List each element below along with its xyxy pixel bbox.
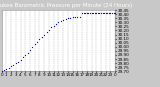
Point [45,31,48,33]
Point [19,59,22,61]
Point [62,19,64,21]
Point [55,23,57,25]
Point [40,36,43,38]
Point [48,29,50,30]
Point [89,13,91,14]
Point [31,46,34,48]
Point [106,13,109,14]
Point [29,49,31,51]
Point [104,13,107,14]
Point [98,13,101,14]
Point [22,57,24,58]
Point [108,13,110,14]
Point [112,13,115,14]
Point [3,69,5,70]
Point [90,13,93,14]
Point [50,27,53,28]
Point [109,13,112,14]
Point [100,13,102,14]
Point [24,54,27,56]
Point [93,13,96,14]
Point [82,13,85,14]
Point [57,22,60,23]
Point [95,13,98,14]
Point [114,13,116,14]
Point [17,61,20,62]
Point [38,39,41,40]
Point [97,13,99,14]
Point [111,13,113,14]
Point [84,13,87,14]
Point [43,34,45,35]
Point [101,13,104,14]
Point [36,41,38,43]
Point [92,13,94,14]
Point [60,20,62,21]
Point [15,62,17,64]
Point [85,13,88,14]
Point [33,44,36,45]
Point [67,17,69,19]
Point [69,17,72,19]
Point [5,68,8,70]
Point [1,70,4,71]
Point [81,13,83,14]
Point [12,64,15,66]
Point [7,67,10,69]
Point [87,13,90,14]
Text: Milwaukee Barometric Pressure per Minute (24 Hours): Milwaukee Barometric Pressure per Minute… [0,3,132,8]
Point [76,17,79,18]
Point [79,17,82,18]
Point [71,17,74,18]
Point [26,52,29,53]
Point [10,66,12,67]
Point [52,25,55,26]
Point [74,17,76,18]
Point [103,13,105,14]
Point [64,18,67,20]
